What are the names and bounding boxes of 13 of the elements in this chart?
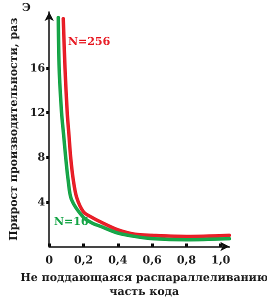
x-tick-label: 0	[45, 254, 54, 266]
x-tick-label: 1,0	[211, 254, 231, 266]
y-tick-label: 8	[38, 150, 46, 164]
x-tick-label: 0,4	[108, 254, 128, 266]
x-tick-label: 0,2	[74, 254, 94, 266]
y-axis-title: Прирост производительности, раз	[7, 18, 20, 241]
y-tick-label: 12	[30, 106, 46, 119]
y-tick-label: 4	[38, 195, 46, 208]
series-label: N=256	[68, 35, 111, 48]
x-tick-label: 0,6	[142, 254, 162, 266]
text: Э	[22, 1, 31, 14]
y-tick-label: 16	[30, 61, 46, 74]
x-tick-label: 0,8	[176, 254, 196, 266]
